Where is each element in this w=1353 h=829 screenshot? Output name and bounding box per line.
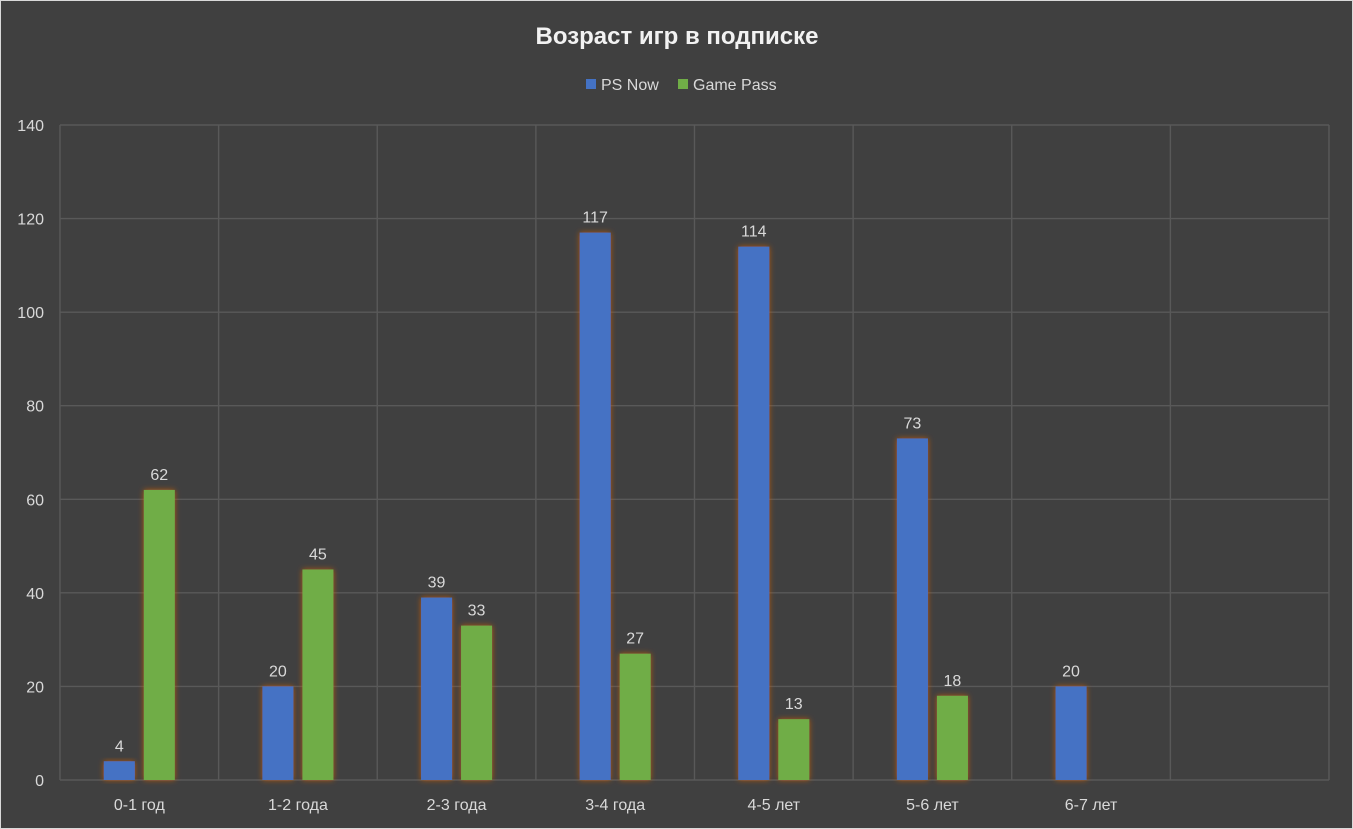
y-tick-label: 40 — [26, 586, 44, 603]
bar-ps-now — [103, 761, 135, 780]
y-tick-label: 80 — [26, 399, 44, 416]
data-label: 13 — [785, 696, 803, 713]
legend-label-game-pass: Game Pass — [693, 77, 777, 94]
bars — [103, 232, 1087, 781]
bar-game-pass — [936, 695, 968, 780]
x-tick-label: 6-7 лет — [1065, 797, 1118, 814]
data-label: 39 — [428, 575, 446, 592]
chart-title: Возраст игр в подписке — [536, 23, 819, 50]
legend-swatch-ps-now — [586, 79, 596, 89]
y-tick-label: 100 — [17, 305, 44, 322]
x-tick-label: 5-6 лет — [906, 797, 959, 814]
y-tick-label: 20 — [26, 679, 44, 696]
legend-swatch-game-pass — [678, 79, 688, 89]
data-label: 33 — [468, 603, 486, 620]
x-tick-label: 3-4 года — [585, 797, 645, 814]
legend: PS Now Game Pass — [586, 77, 777, 94]
y-tick-label: 140 — [17, 118, 44, 135]
data-label: 45 — [309, 546, 327, 563]
bar-game-pass — [778, 719, 810, 780]
bar-ps-now — [1055, 686, 1087, 780]
legend-label-ps-now: PS Now — [601, 77, 659, 94]
x-axis: 0-1 год 1-2 года 2-3 года 3-4 года 4-5 лет 5-… — [114, 797, 1118, 814]
y-tick-label: 120 — [17, 212, 44, 229]
x-tick-label: 4-5 лет — [748, 797, 801, 814]
bar-ps-now — [738, 246, 770, 781]
bar-ps-now — [896, 438, 928, 780]
bar-game-pass — [302, 569, 334, 780]
data-label: 27 — [626, 631, 644, 648]
y-tick-label: 0 — [35, 773, 44, 790]
x-tick-label: 1-2 года — [268, 797, 328, 814]
bar-ps-now — [579, 232, 611, 780]
y-tick-label: 60 — [26, 492, 44, 509]
data-labels: 4 20 39 117 114 73 20 62 45 33 27 13 18 — [115, 210, 1080, 756]
data-label: 20 — [269, 663, 287, 680]
bar-game-pass — [619, 653, 651, 780]
data-label: 18 — [944, 673, 962, 690]
data-label: 73 — [904, 415, 922, 432]
data-label: 114 — [741, 224, 767, 241]
data-label: 20 — [1062, 663, 1080, 680]
x-tick-label: 0-1 год — [114, 797, 166, 814]
data-label: 62 — [150, 467, 168, 484]
y-axis: 0 20 40 60 80 100 120 140 — [17, 118, 44, 790]
gridlines — [59, 124, 1330, 781]
bar-game-pass — [143, 489, 175, 780]
bar-ps-now — [421, 597, 453, 780]
data-label: 117 — [582, 210, 608, 227]
x-tick-label: 2-3 года — [427, 797, 487, 814]
bar-game-pass — [461, 625, 493, 780]
data-label: 4 — [115, 738, 124, 755]
bar-ps-now — [262, 686, 294, 780]
